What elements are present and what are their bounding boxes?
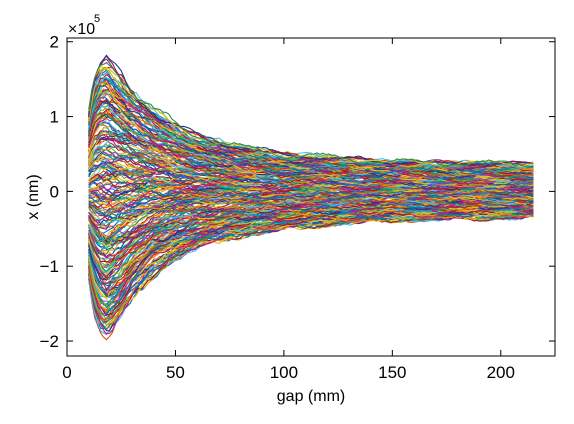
- y-tick-label: 2: [50, 33, 59, 52]
- y-tick-label: 1: [50, 108, 59, 127]
- x-tick-label: 200: [487, 363, 515, 382]
- y-scale-exponent: ×10 5: [68, 13, 100, 38]
- series-line: [88, 54, 534, 168]
- series-line: [88, 157, 534, 189]
- series-group: [88, 54, 534, 341]
- series-line: [88, 89, 534, 173]
- x-axis-label: gap (mm): [277, 388, 345, 405]
- series-line: [88, 193, 534, 235]
- series-line: [88, 130, 534, 182]
- series-line: [88, 61, 534, 168]
- x-tick-label: 150: [378, 363, 406, 382]
- y-tick-label: −2: [40, 332, 59, 351]
- x-tick-label: 50: [166, 363, 185, 382]
- y-axis: −2 −1 0 1 2: [40, 33, 555, 351]
- series-line: [88, 109, 534, 179]
- series-line: [88, 67, 534, 170]
- series-line: [88, 65, 534, 168]
- plot-frame: [66, 37, 556, 357]
- y-tick-label: 0: [50, 182, 59, 201]
- series-line: [88, 138, 534, 185]
- y-axis-label: x (nm): [25, 174, 42, 219]
- x-tick-label: 0: [62, 363, 71, 382]
- x-axis: 0 50 100 150 200: [62, 38, 515, 382]
- y-scale-exponent-value: 5: [94, 13, 100, 25]
- y-scale-multiplier: ×10: [68, 21, 95, 38]
- series-line: [88, 186, 534, 205]
- y-tick-label: −1: [40, 257, 59, 276]
- x-tick-label: 100: [270, 363, 298, 382]
